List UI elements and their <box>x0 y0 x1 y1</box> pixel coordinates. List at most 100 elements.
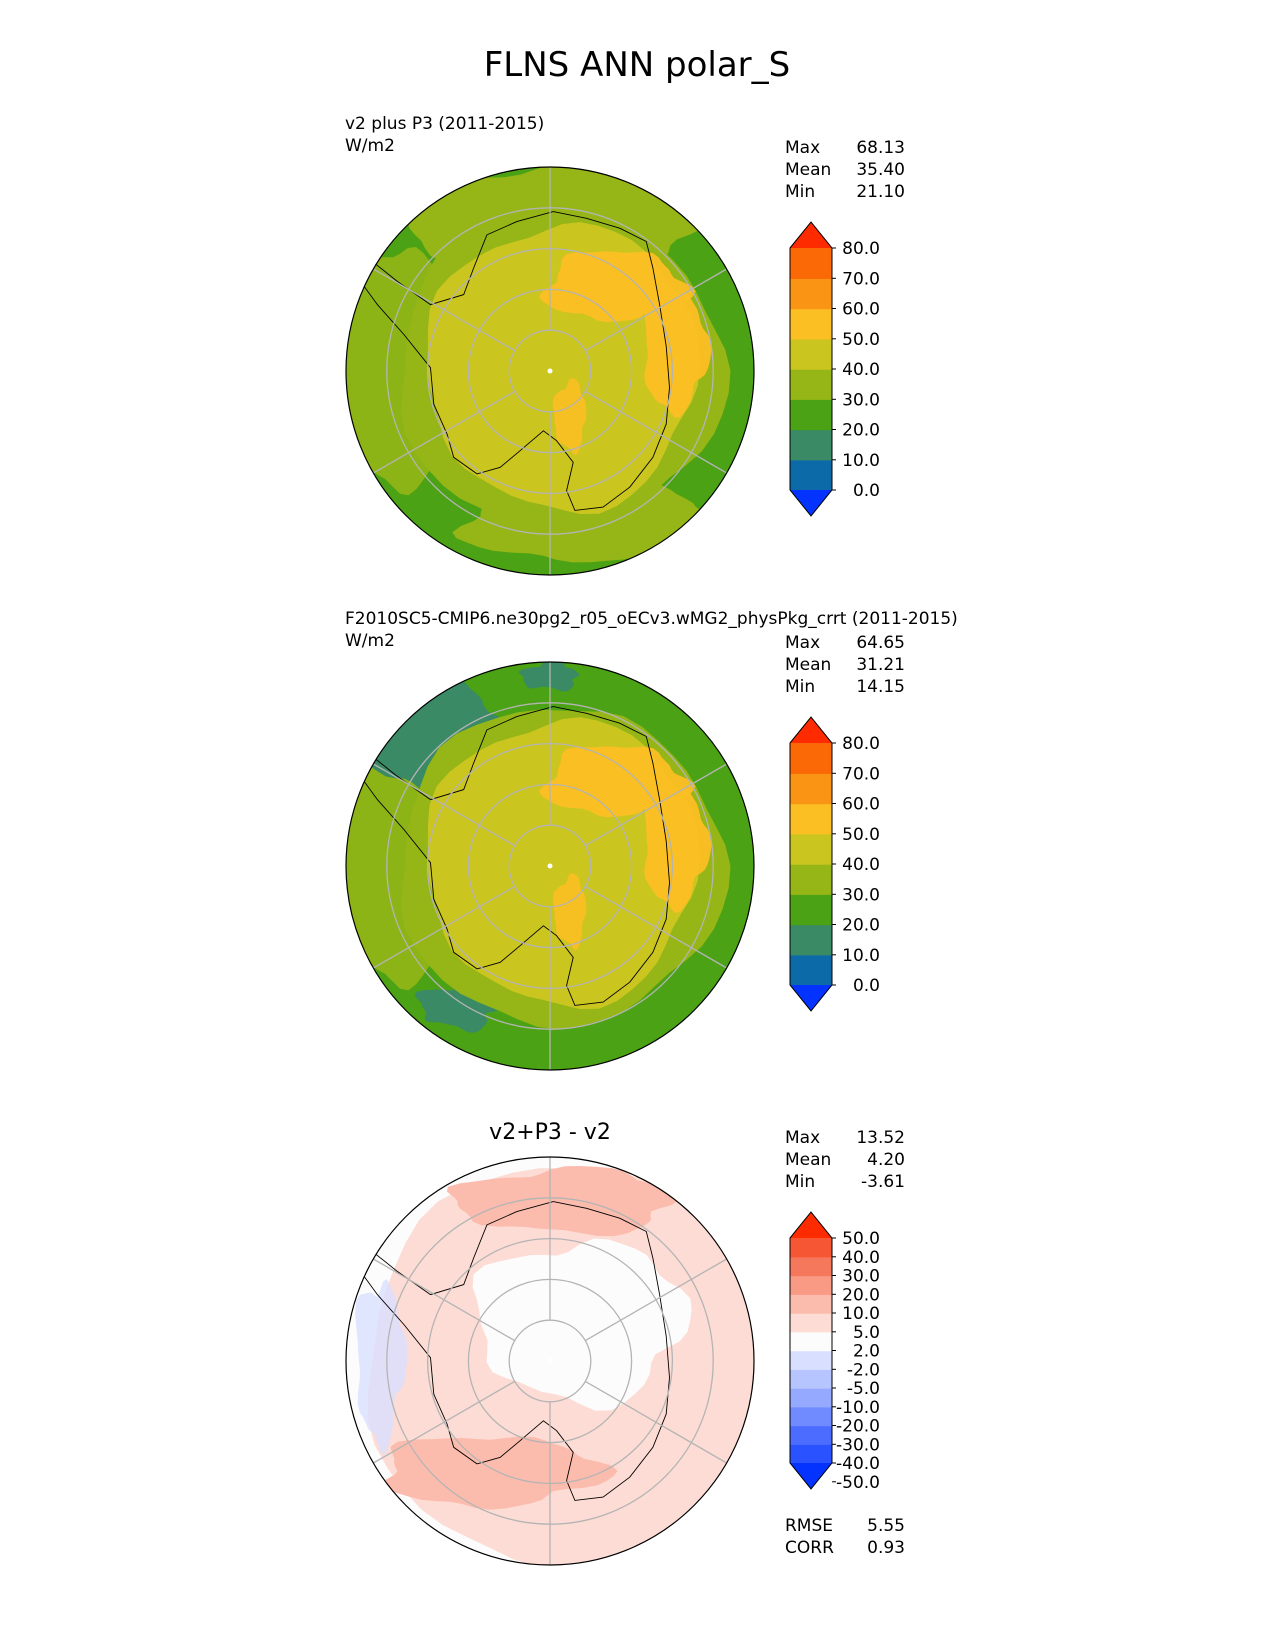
map-field <box>346 167 754 575</box>
colorbar-segment <box>790 1275 832 1295</box>
colorbar-tick-label: 10.0 <box>842 451 880 471</box>
colorbar-segment <box>790 248 832 279</box>
meridian-line <box>373 1258 515 1342</box>
colorbar-tick-label: 2.0 <box>853 1342 880 1362</box>
error-stat-value: 0.93 <box>867 1538 905 1558</box>
colorbar-segment <box>790 1350 832 1370</box>
stat-label: Min <box>785 677 815 697</box>
colorbar-segment <box>790 743 832 774</box>
stat-label: Max <box>785 633 820 653</box>
colorbar-tick-label: 10.0 <box>842 946 880 966</box>
stat-label: Min <box>785 1172 815 1192</box>
meridian-line <box>373 268 515 352</box>
map-boundary <box>345 661 755 1071</box>
colorbar-segment <box>790 1256 832 1277</box>
plateau-patch <box>644 291 712 418</box>
colorbar-tick-label: 5.0 <box>853 1323 880 1343</box>
stat-label: Mean <box>785 1150 831 1170</box>
polar-map <box>345 661 755 1071</box>
panel-title: F2010SC5-CMIP6.ne30pg2_r05_oECv3.wMG2_ph… <box>345 609 958 629</box>
colorbar-tick-label: -30.0 <box>836 1435 880 1455</box>
colorbar-tick-label: 40.0 <box>842 855 880 875</box>
colorbar-segment <box>790 1238 832 1258</box>
colorbar-extend-over <box>790 717 832 743</box>
meridian-line <box>373 390 515 474</box>
colorbar-tick-label: 50.0 <box>842 1229 880 1249</box>
colorbar-extend-under <box>790 490 832 516</box>
colorbar-segment <box>790 399 832 431</box>
meridian-line <box>373 1380 515 1464</box>
stat-value: 35.40 <box>856 160 905 180</box>
stat-label: Max <box>785 1128 820 1148</box>
stat-value: 64.65 <box>856 633 905 653</box>
colorbar-tick-label: -40.0 <box>836 1454 880 1474</box>
colorbar-tick-label: -20.0 <box>836 1417 880 1437</box>
colorbar-segment <box>790 954 832 986</box>
map-field <box>346 1157 754 1565</box>
colorbar-segment <box>790 773 832 805</box>
colorbar-segment <box>790 429 832 461</box>
colorbar-tick-label: 80.0 <box>842 239 880 259</box>
colorbar-tick-label: 30.0 <box>842 885 880 905</box>
map-boundary <box>345 166 755 576</box>
colorbar-segment <box>790 278 832 310</box>
colorbar-segment <box>790 1388 832 1408</box>
meridian-line <box>585 268 727 352</box>
colorbar-tick-label: 0.0 <box>853 481 880 501</box>
error-stat-label: RMSE <box>785 1516 833 1536</box>
meridian-line <box>585 1380 727 1464</box>
colorbar-tick-label: 0.0 <box>853 976 880 996</box>
colorbar-segment <box>790 1331 832 1352</box>
stat-value: 14.15 <box>856 677 905 697</box>
panel-difference: v2+P3 - v2 Max 13.52 Mean 4.20 Min -3.61 50.0… <box>345 1120 905 1566</box>
colorbar-tick-label: 40.0 <box>842 360 880 380</box>
stats-block: Max 68.13 Mean 35.40 Min 21.10 <box>785 138 905 202</box>
pole-marker <box>547 368 553 374</box>
plateau-patch <box>552 378 587 455</box>
colorbar-tick-label: 10.0 <box>842 1304 880 1324</box>
colorbar-tick-label: 80.0 <box>842 734 880 754</box>
colorbar-tick-label: 60.0 <box>842 795 880 815</box>
figure-title: FLNS ANN polar_S <box>484 45 790 85</box>
stat-value: 21.10 <box>856 182 905 202</box>
colorbar-tick-label: 30.0 <box>842 1267 880 1287</box>
error-stat-value: 5.55 <box>867 1516 905 1536</box>
colorbar-segment <box>790 1425 832 1445</box>
meridian-line <box>373 763 515 847</box>
pole-marker <box>547 863 553 869</box>
meridian-line <box>585 763 727 847</box>
meridian-line <box>585 1258 727 1342</box>
colorbar-segment <box>790 864 832 895</box>
colorbar-segment <box>790 1444 832 1464</box>
stat-value: 13.52 <box>856 1128 905 1148</box>
colorbar-tick-label: 40.0 <box>842 1248 880 1268</box>
near-zero-zone <box>472 1238 692 1411</box>
colorbar-segment <box>790 308 832 340</box>
colorbar-tick-label: -5.0 <box>847 1379 880 1399</box>
polar-map <box>345 166 755 576</box>
stat-value: -3.61 <box>861 1172 905 1192</box>
colorbar-segment <box>790 369 832 400</box>
sector-patch <box>518 662 580 692</box>
meridian-line <box>373 885 515 969</box>
stat-label: Max <box>785 138 820 158</box>
stats-block: Max 64.65 Mean 31.21 Min 14.15 <box>785 633 905 697</box>
meridian-line <box>585 885 727 969</box>
colorbar-tick-label: 70.0 <box>842 764 880 784</box>
plateau-patch <box>552 873 587 950</box>
panel-units: W/m2 <box>345 136 395 156</box>
colorbar-tick-label: 60.0 <box>842 300 880 320</box>
panel-units: W/m2 <box>345 631 395 651</box>
colorbar-segment <box>790 833 832 865</box>
stat-label: Min <box>785 182 815 202</box>
colorbar-tick-label: -2.0 <box>847 1360 880 1380</box>
colorbar-segment <box>790 1369 832 1389</box>
colorbar-tick-label: 20.0 <box>842 1285 880 1305</box>
colorbar-extend-over <box>790 222 832 248</box>
polar-map <box>345 1156 755 1566</box>
stat-label: Mean <box>785 160 831 180</box>
panel-title: v2 plus P3 (2011-2015) <box>345 114 544 134</box>
colorbar-tick-label: -50.0 <box>836 1473 880 1493</box>
stat-label: Mean <box>785 655 831 675</box>
strong-positive-patch <box>380 1436 618 1510</box>
